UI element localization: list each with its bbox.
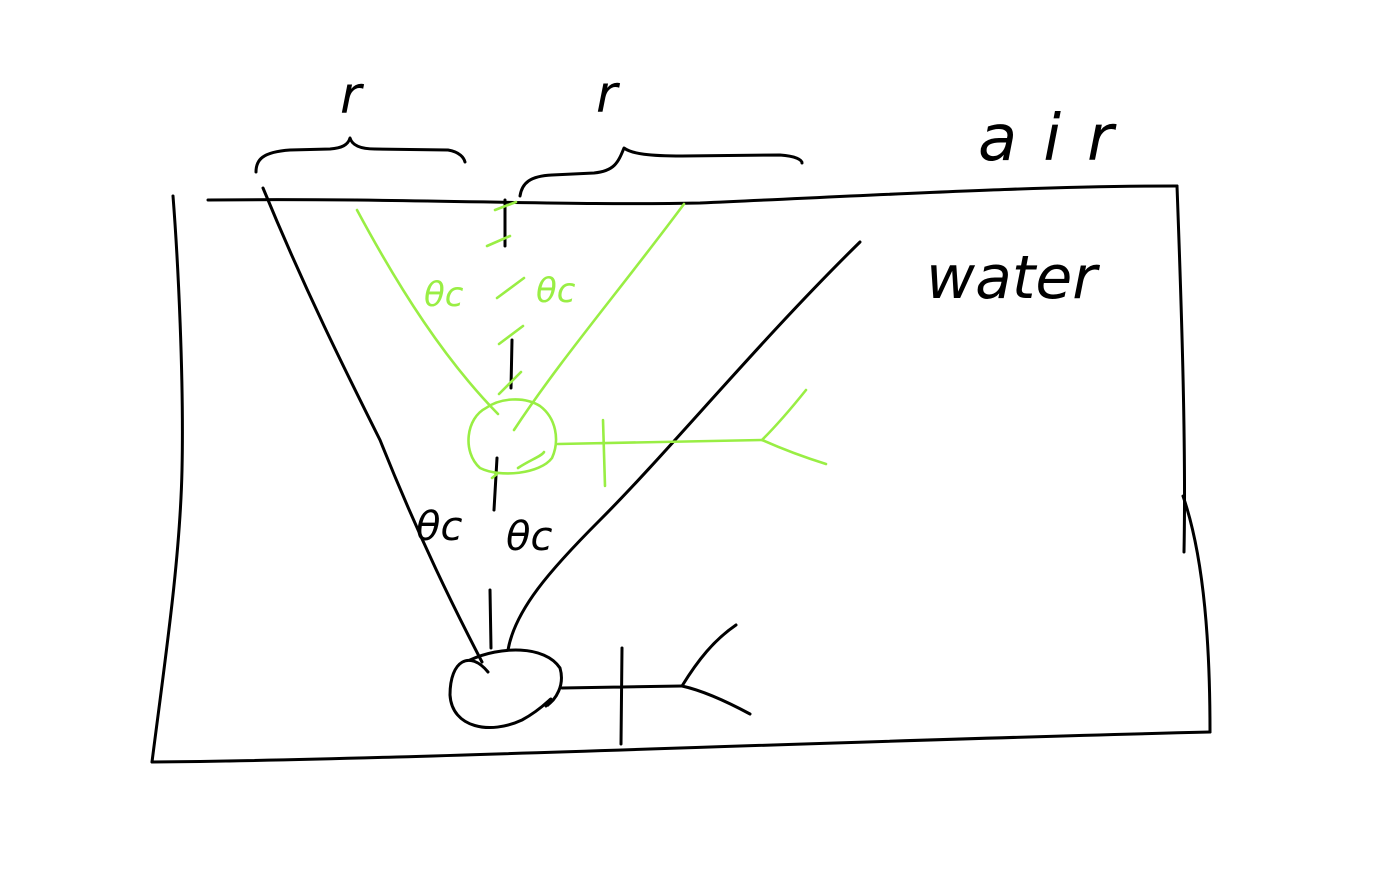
tank-right-wall (1175, 184, 1212, 734)
radius-brace-right (518, 146, 804, 198)
water-label: water (926, 243, 1100, 313)
water-surface (206, 184, 1179, 206)
fish-head-deep (468, 648, 563, 708)
critical-angle-label-green-left: θc (424, 275, 464, 315)
fish-tail-shallow (760, 388, 828, 466)
tank-left-wall (150, 194, 184, 764)
fish-spine-shallow (556, 418, 764, 488)
fish-body-deep (448, 659, 553, 729)
light-ray-right-shallow (512, 202, 686, 432)
radius-brace-left (254, 136, 467, 174)
water-tank (150, 184, 1212, 764)
fish-mouth-shallow (490, 450, 546, 480)
fish-icon (467, 388, 828, 488)
radius-label-right: r (596, 65, 621, 125)
fish-body-shallow (467, 398, 558, 475)
critical-angle-label-black-right: θc (506, 514, 552, 560)
normal-line-shallow (485, 200, 526, 396)
light-ray-right-deep (506, 240, 862, 652)
tank-bottom (150, 730, 1212, 764)
fish-icon (448, 623, 752, 746)
fish-tail-deep (680, 623, 752, 716)
light-ray-left-shallow (355, 208, 500, 416)
fish-spine-deep (560, 646, 684, 746)
critical-angle-label-green-right: θc (536, 271, 576, 311)
normal-line-deep (488, 198, 514, 650)
critical-angle-label-black-left: θc (416, 504, 462, 550)
air-label: air (978, 102, 1139, 176)
light-ray-left-deep (261, 186, 484, 664)
radius-label-left: r (340, 66, 365, 126)
